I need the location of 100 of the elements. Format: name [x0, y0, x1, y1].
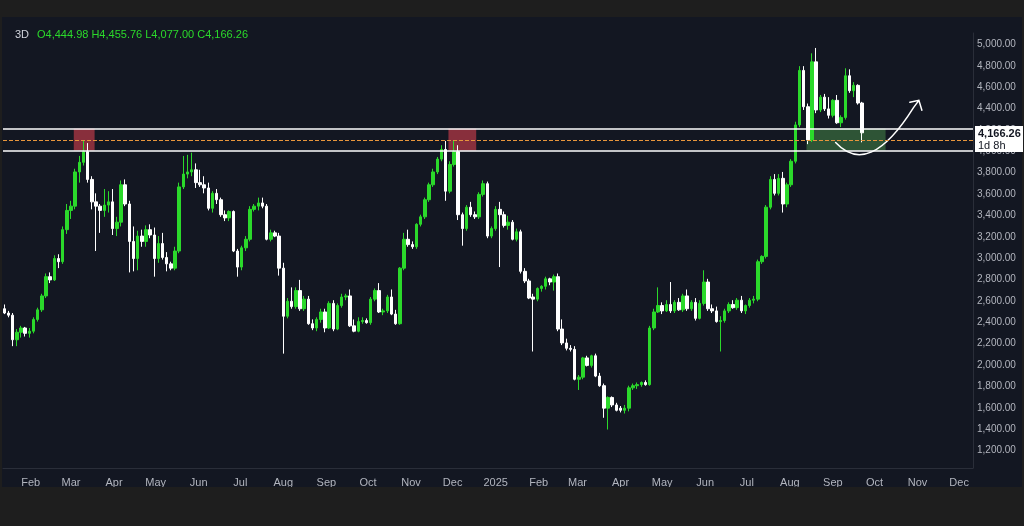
candlestick — [357, 316, 360, 333]
candlestick — [190, 152, 193, 177]
candlestick — [573, 345, 576, 381]
candlestick — [585, 355, 589, 367]
candlestick — [619, 405, 622, 413]
y-tick-label: 3,600.00 — [977, 187, 1017, 199]
x-tick-label: Aug — [780, 475, 800, 488]
y-tick-label: 2,600.00 — [977, 294, 1017, 306]
candlestick — [660, 301, 664, 315]
y-tick-label: 1,400.00 — [977, 422, 1017, 434]
candlestick — [294, 286, 298, 310]
x-tick-label: Oct — [359, 475, 377, 488]
y-tick-label: 3,400.00 — [977, 209, 1017, 221]
candlestick — [15, 328, 19, 347]
candlestick — [107, 190, 110, 214]
candlestick — [773, 173, 776, 196]
candlestick — [377, 282, 381, 314]
candlestick — [227, 209, 231, 222]
candlestick — [831, 98, 835, 118]
x-tick-label: 2025 — [483, 475, 508, 488]
candlestick — [290, 286, 293, 310]
candlestick — [635, 382, 639, 390]
text: 4,166.26 — [978, 126, 1021, 139]
x-tick-label: Dec — [442, 475, 463, 488]
candlestick — [136, 230, 139, 271]
candlestick — [323, 308, 327, 333]
candlestick — [756, 259, 760, 302]
y-tick-label: 4,600.00 — [977, 80, 1017, 92]
candlestick — [552, 274, 556, 292]
candlestick — [819, 94, 822, 113]
candlestick — [332, 299, 335, 332]
y-tick-label: 4,400.00 — [977, 102, 1017, 114]
candlestick — [644, 379, 647, 387]
candlestick — [681, 293, 685, 313]
candlestick — [144, 224, 148, 248]
x-tick-label: Jul — [233, 475, 248, 488]
y-tick-label: 2,400.00 — [977, 316, 1017, 328]
y-tick-label: 1,200.00 — [977, 444, 1017, 456]
candlestick — [465, 204, 468, 232]
text: 1d 8h — [978, 138, 1006, 151]
candlestick — [814, 47, 818, 114]
x-tick-label: Nov — [401, 475, 422, 488]
candlestick — [498, 201, 502, 268]
y-tick-label: 1,600.00 — [977, 401, 1017, 413]
candlestick — [48, 271, 52, 284]
y-tick-label: 5,000.00 — [977, 38, 1017, 50]
x-tick-label: Apr — [611, 475, 630, 488]
candlestick — [590, 354, 593, 369]
candlestick — [665, 299, 668, 313]
candlestick — [53, 254, 56, 282]
x-tick-label: Sep — [823, 475, 843, 488]
y-tick-label: 1,800.00 — [977, 380, 1017, 392]
candlestick — [511, 219, 514, 241]
x-tick-label: Aug — [273, 475, 294, 488]
candlestick — [365, 317, 368, 325]
candlestick — [706, 278, 710, 312]
candlestick — [23, 326, 27, 338]
candlestick — [194, 162, 198, 189]
candlestick — [677, 297, 681, 312]
candlestick — [690, 299, 693, 312]
candlestick — [11, 312, 14, 347]
x-tick-label: Sep — [316, 475, 337, 488]
y-tick-label: 2,200.00 — [977, 337, 1017, 349]
candlestick — [157, 235, 160, 264]
candlestick — [627, 385, 631, 412]
candlestick — [781, 171, 785, 214]
candlestick — [610, 395, 614, 408]
x-tick-label: Nov — [907, 475, 928, 488]
candlestick — [298, 279, 302, 312]
candlestick — [286, 297, 289, 319]
chart-title: 3D — [15, 27, 30, 40]
candlestick — [669, 281, 672, 314]
y-tick-label: 2,000.00 — [977, 358, 1017, 370]
x-tick-label: Feb — [529, 475, 549, 488]
candlestick — [486, 181, 489, 239]
candlestick — [731, 299, 735, 310]
x-tick-label: Mar — [61, 475, 81, 488]
y-tick-label: 4,800.00 — [977, 59, 1017, 71]
x-tick-label: May — [145, 475, 167, 488]
y-tick-label: 3,800.00 — [977, 166, 1017, 178]
candlestick — [348, 289, 352, 328]
candlestick — [848, 68, 851, 94]
candlestick — [140, 229, 144, 248]
candlestick — [515, 228, 518, 242]
candlestick — [506, 215, 510, 231]
candlestick — [740, 295, 743, 314]
chart-subtitle: O4,444.98 H4,455.76 L4,077.00 C4,166.26 — [37, 27, 249, 40]
candlestick — [302, 295, 306, 312]
candlestick — [57, 253, 60, 269]
candlestick — [103, 188, 106, 218]
y-tick-label: 3,200.00 — [977, 230, 1017, 242]
candlestick — [544, 276, 547, 291]
candlestick — [327, 300, 331, 330]
x-tick-label: Jun — [696, 475, 715, 488]
y-tick-label: 2,800.00 — [977, 273, 1017, 285]
candlestick — [307, 295, 310, 326]
candlestick — [269, 229, 273, 242]
x-tick-label: Jul — [739, 475, 754, 488]
x-tick-label: Apr — [105, 475, 123, 488]
x-tick-label: Oct — [865, 475, 884, 488]
